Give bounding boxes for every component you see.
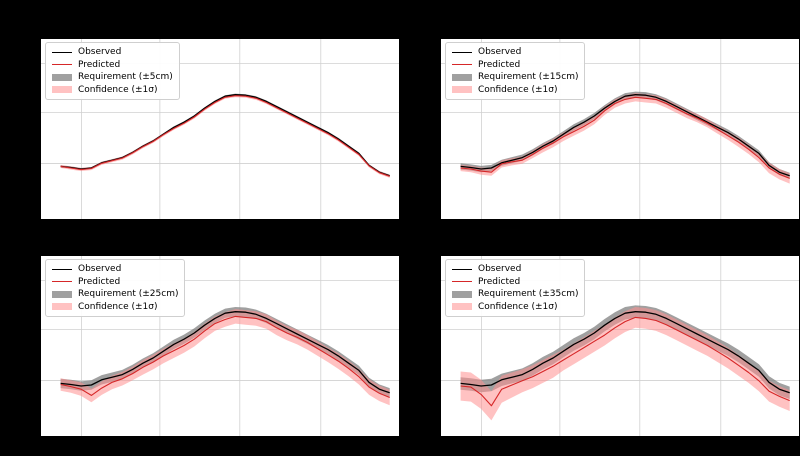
legend-swatch: [452, 73, 472, 81]
plot-frame: [40, 255, 400, 437]
confidence-band: [60, 309, 390, 406]
legend-confidence: Confidence (±1σ): [452, 84, 578, 97]
legend-label: Predicted: [478, 59, 521, 70]
legend-confidence: Confidence (±1σ): [52, 301, 178, 314]
legend-swatch: [52, 268, 72, 270]
legend-requirement: Requirement (±35cm): [452, 288, 578, 301]
legend-swatch: [52, 86, 72, 94]
predicted-line: [60, 95, 390, 177]
legend: Observed Predicted Requirement (±25cm) Conf…: [45, 259, 186, 317]
legend-label: Confidence (±1σ): [478, 84, 558, 95]
legend-label: Observed: [478, 47, 522, 57]
legend-predicted: Predicted: [52, 276, 178, 289]
legend-observed: Observed: [52, 46, 173, 59]
legend-observed: Observed: [452, 46, 578, 59]
legend-swatch: [52, 303, 72, 311]
legend-confidence: Confidence (±1σ): [452, 301, 578, 314]
legend: Observed Predicted Requirement (±5cm) Confi…: [45, 42, 180, 100]
observed-line: [460, 94, 790, 177]
legend: Observed Predicted Requirement (±35cm) Conf…: [445, 259, 586, 317]
legend-swatch: [52, 73, 72, 81]
legend-label: Predicted: [78, 59, 121, 70]
legend-requirement: Requirement (±15cm): [452, 71, 578, 84]
legend-label: Predicted: [478, 276, 521, 287]
legend-swatch: [52, 51, 72, 53]
legend: Observed Predicted Requirement (±15cm) Conf…: [445, 42, 586, 100]
legend-label: Requirement (±35cm): [478, 289, 579, 299]
legend-swatch: [452, 281, 472, 283]
legend-label: Observed: [78, 47, 122, 57]
legend-swatch: [52, 290, 72, 298]
legend-label: Confidence (±1σ): [78, 301, 158, 312]
legend-label: Requirement (±15cm): [478, 72, 579, 82]
legend-swatch: [52, 64, 72, 66]
legend-label: Confidence (±1σ): [478, 301, 558, 312]
legend-swatch: [452, 51, 472, 53]
legend-label: Requirement (±25cm): [78, 289, 179, 299]
legend-confidence: Confidence (±1σ): [52, 84, 173, 97]
legend-observed: Observed: [52, 263, 178, 276]
predicted-line: [460, 316, 790, 407]
legend-predicted: Predicted: [452, 59, 578, 72]
legend-swatch: [452, 290, 472, 298]
legend-observed: Observed: [452, 263, 578, 276]
observed-line: [60, 311, 390, 394]
legend-requirement: Requirement (±25cm): [52, 288, 178, 301]
legend-label: Confidence (±1σ): [78, 84, 158, 95]
confidence-band: [460, 307, 790, 421]
legend-swatch: [452, 86, 472, 94]
observed-line: [460, 311, 790, 394]
legend-swatch: [452, 64, 472, 66]
legend-swatch: [452, 268, 472, 270]
predicted-line: [60, 315, 390, 399]
predicted-line: [460, 96, 790, 179]
plot-frame: [40, 38, 400, 220]
legend-label: Observed: [78, 264, 122, 274]
legend-swatch: [452, 303, 472, 311]
legend-predicted: Predicted: [52, 59, 173, 72]
legend-label: Predicted: [78, 276, 121, 287]
legend-predicted: Predicted: [452, 276, 578, 289]
legend-label: Observed: [478, 264, 522, 274]
legend-swatch: [52, 281, 72, 283]
legend-label: Requirement (±5cm): [78, 72, 173, 82]
legend-requirement: Requirement (±5cm): [52, 71, 173, 84]
